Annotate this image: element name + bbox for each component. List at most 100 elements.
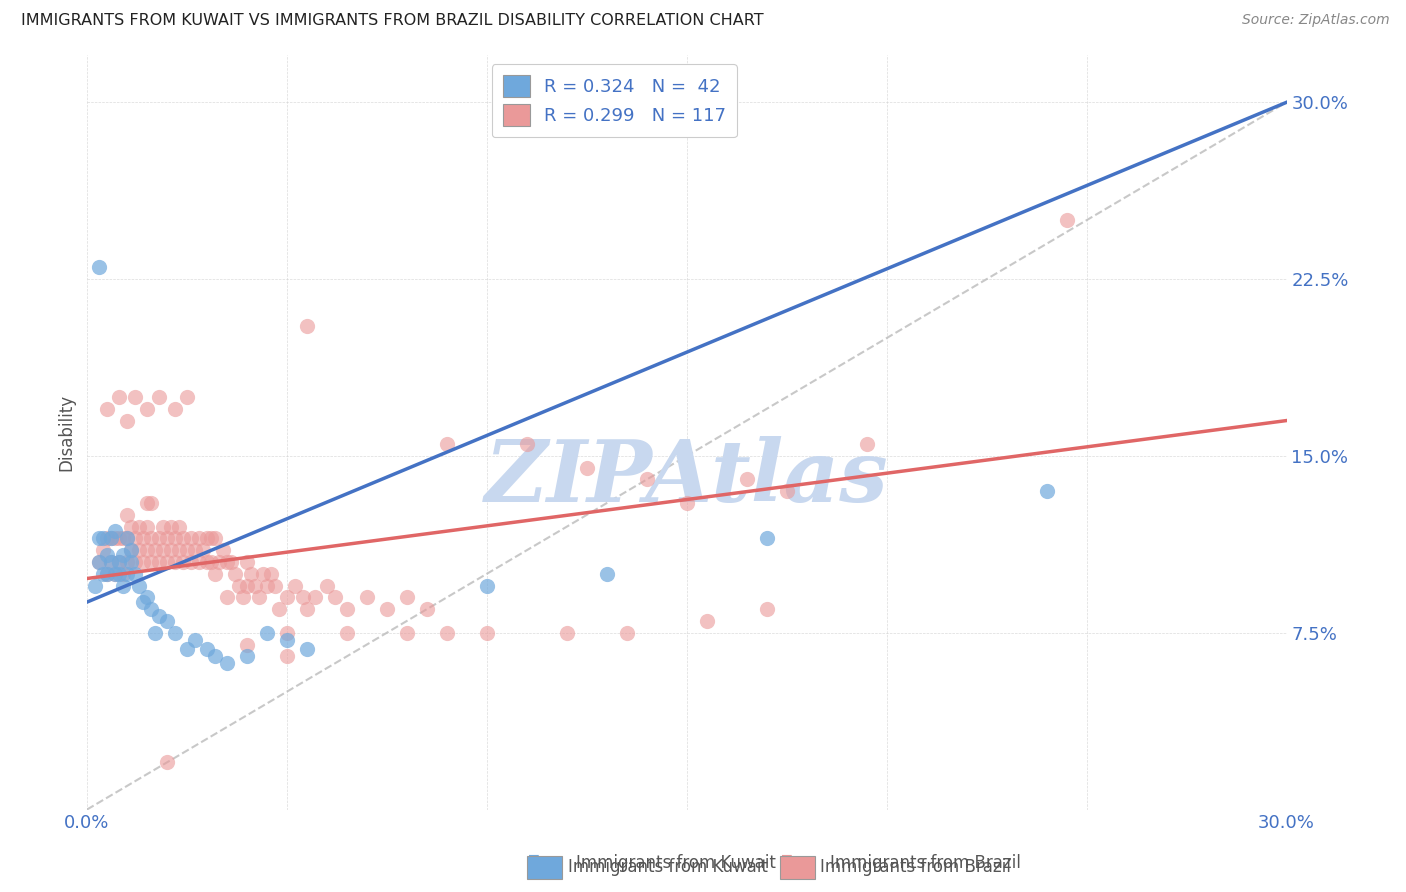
Point (111, 532, 134, 546)
Point (256, 578, 278, 592)
Point (96, 532, 118, 546)
Point (336, 602, 359, 616)
Point (115, 566, 138, 581)
Point (172, 532, 194, 546)
Point (239, 566, 262, 581)
Point (475, 578, 498, 592)
Point (215, 591, 238, 605)
Point (295, 319, 318, 334)
Point (295, 642, 318, 657)
Point (252, 566, 274, 581)
Point (132, 555, 155, 569)
Point (87, 260, 110, 275)
Point (516, 437, 538, 451)
Point (224, 566, 246, 581)
Point (115, 532, 138, 546)
Point (596, 566, 619, 581)
Point (136, 519, 159, 533)
Legend: R = 0.324   N =  42, R = 0.299   N = 117: R = 0.324 N = 42, R = 0.299 N = 117 (492, 64, 737, 137)
Point (108, 390, 131, 404)
Point (172, 555, 194, 569)
Point (295, 602, 318, 616)
Text: Immigrants from Brazil: Immigrants from Brazil (820, 858, 1011, 876)
Point (143, 543, 166, 558)
Point (191, 543, 214, 558)
Point (100, 532, 122, 546)
Point (120, 543, 142, 558)
Point (436, 625, 458, 640)
Point (100, 555, 122, 569)
Point (304, 591, 326, 605)
Point (148, 555, 170, 569)
Point (108, 566, 131, 581)
Point (156, 614, 179, 628)
Point (236, 638, 259, 652)
Point (100, 555, 122, 569)
Point (139, 602, 162, 616)
Point (156, 532, 179, 546)
Point (148, 532, 170, 546)
Point (128, 543, 150, 558)
Point (124, 555, 146, 569)
Point (87, 555, 110, 569)
Point (136, 543, 159, 558)
Point (291, 591, 314, 605)
Point (555, 625, 578, 640)
Point (87, 555, 110, 569)
Point (132, 532, 155, 546)
Point (636, 473, 658, 487)
Point (96, 401, 118, 416)
Point (1035, 484, 1057, 499)
Point (124, 566, 146, 581)
Point (124, 532, 146, 546)
Point (475, 625, 498, 640)
Point (395, 591, 418, 605)
Y-axis label: Disability: Disability (58, 393, 75, 471)
Text: ⬜: ⬜ (782, 854, 793, 872)
Point (156, 555, 179, 569)
Point (152, 543, 174, 558)
Point (163, 555, 186, 569)
Point (160, 519, 183, 533)
Text: Immigrants from Kuwait: Immigrants from Kuwait (568, 858, 768, 876)
Point (260, 566, 283, 581)
Point (267, 602, 290, 616)
Point (219, 555, 242, 569)
Point (755, 532, 778, 546)
Point (104, 566, 127, 581)
Point (111, 548, 134, 562)
Point (108, 555, 131, 569)
Point (120, 555, 142, 569)
Text: ZIPAtlas: ZIPAtlas (485, 436, 889, 519)
Point (139, 555, 162, 569)
Point (616, 625, 638, 640)
Point (148, 390, 170, 404)
Point (91, 543, 114, 558)
Point (96, 548, 118, 562)
Point (120, 519, 142, 533)
Point (176, 543, 198, 558)
Point (180, 532, 202, 546)
Point (84, 578, 107, 592)
Point (184, 543, 207, 558)
Point (395, 625, 418, 640)
Point (1056, 213, 1078, 227)
Point (204, 532, 226, 546)
Point (180, 555, 202, 569)
Point (167, 519, 190, 533)
Point (115, 508, 138, 522)
Point (124, 390, 146, 404)
Point (336, 625, 359, 640)
Point (855, 437, 877, 451)
Point (187, 555, 209, 569)
Point (136, 401, 159, 416)
Point (152, 519, 174, 533)
Point (136, 496, 159, 510)
Point (256, 625, 278, 640)
Point (87, 532, 110, 546)
Point (436, 437, 458, 451)
Point (115, 532, 138, 546)
Point (316, 578, 339, 592)
Point (755, 602, 778, 616)
Point (675, 496, 697, 510)
